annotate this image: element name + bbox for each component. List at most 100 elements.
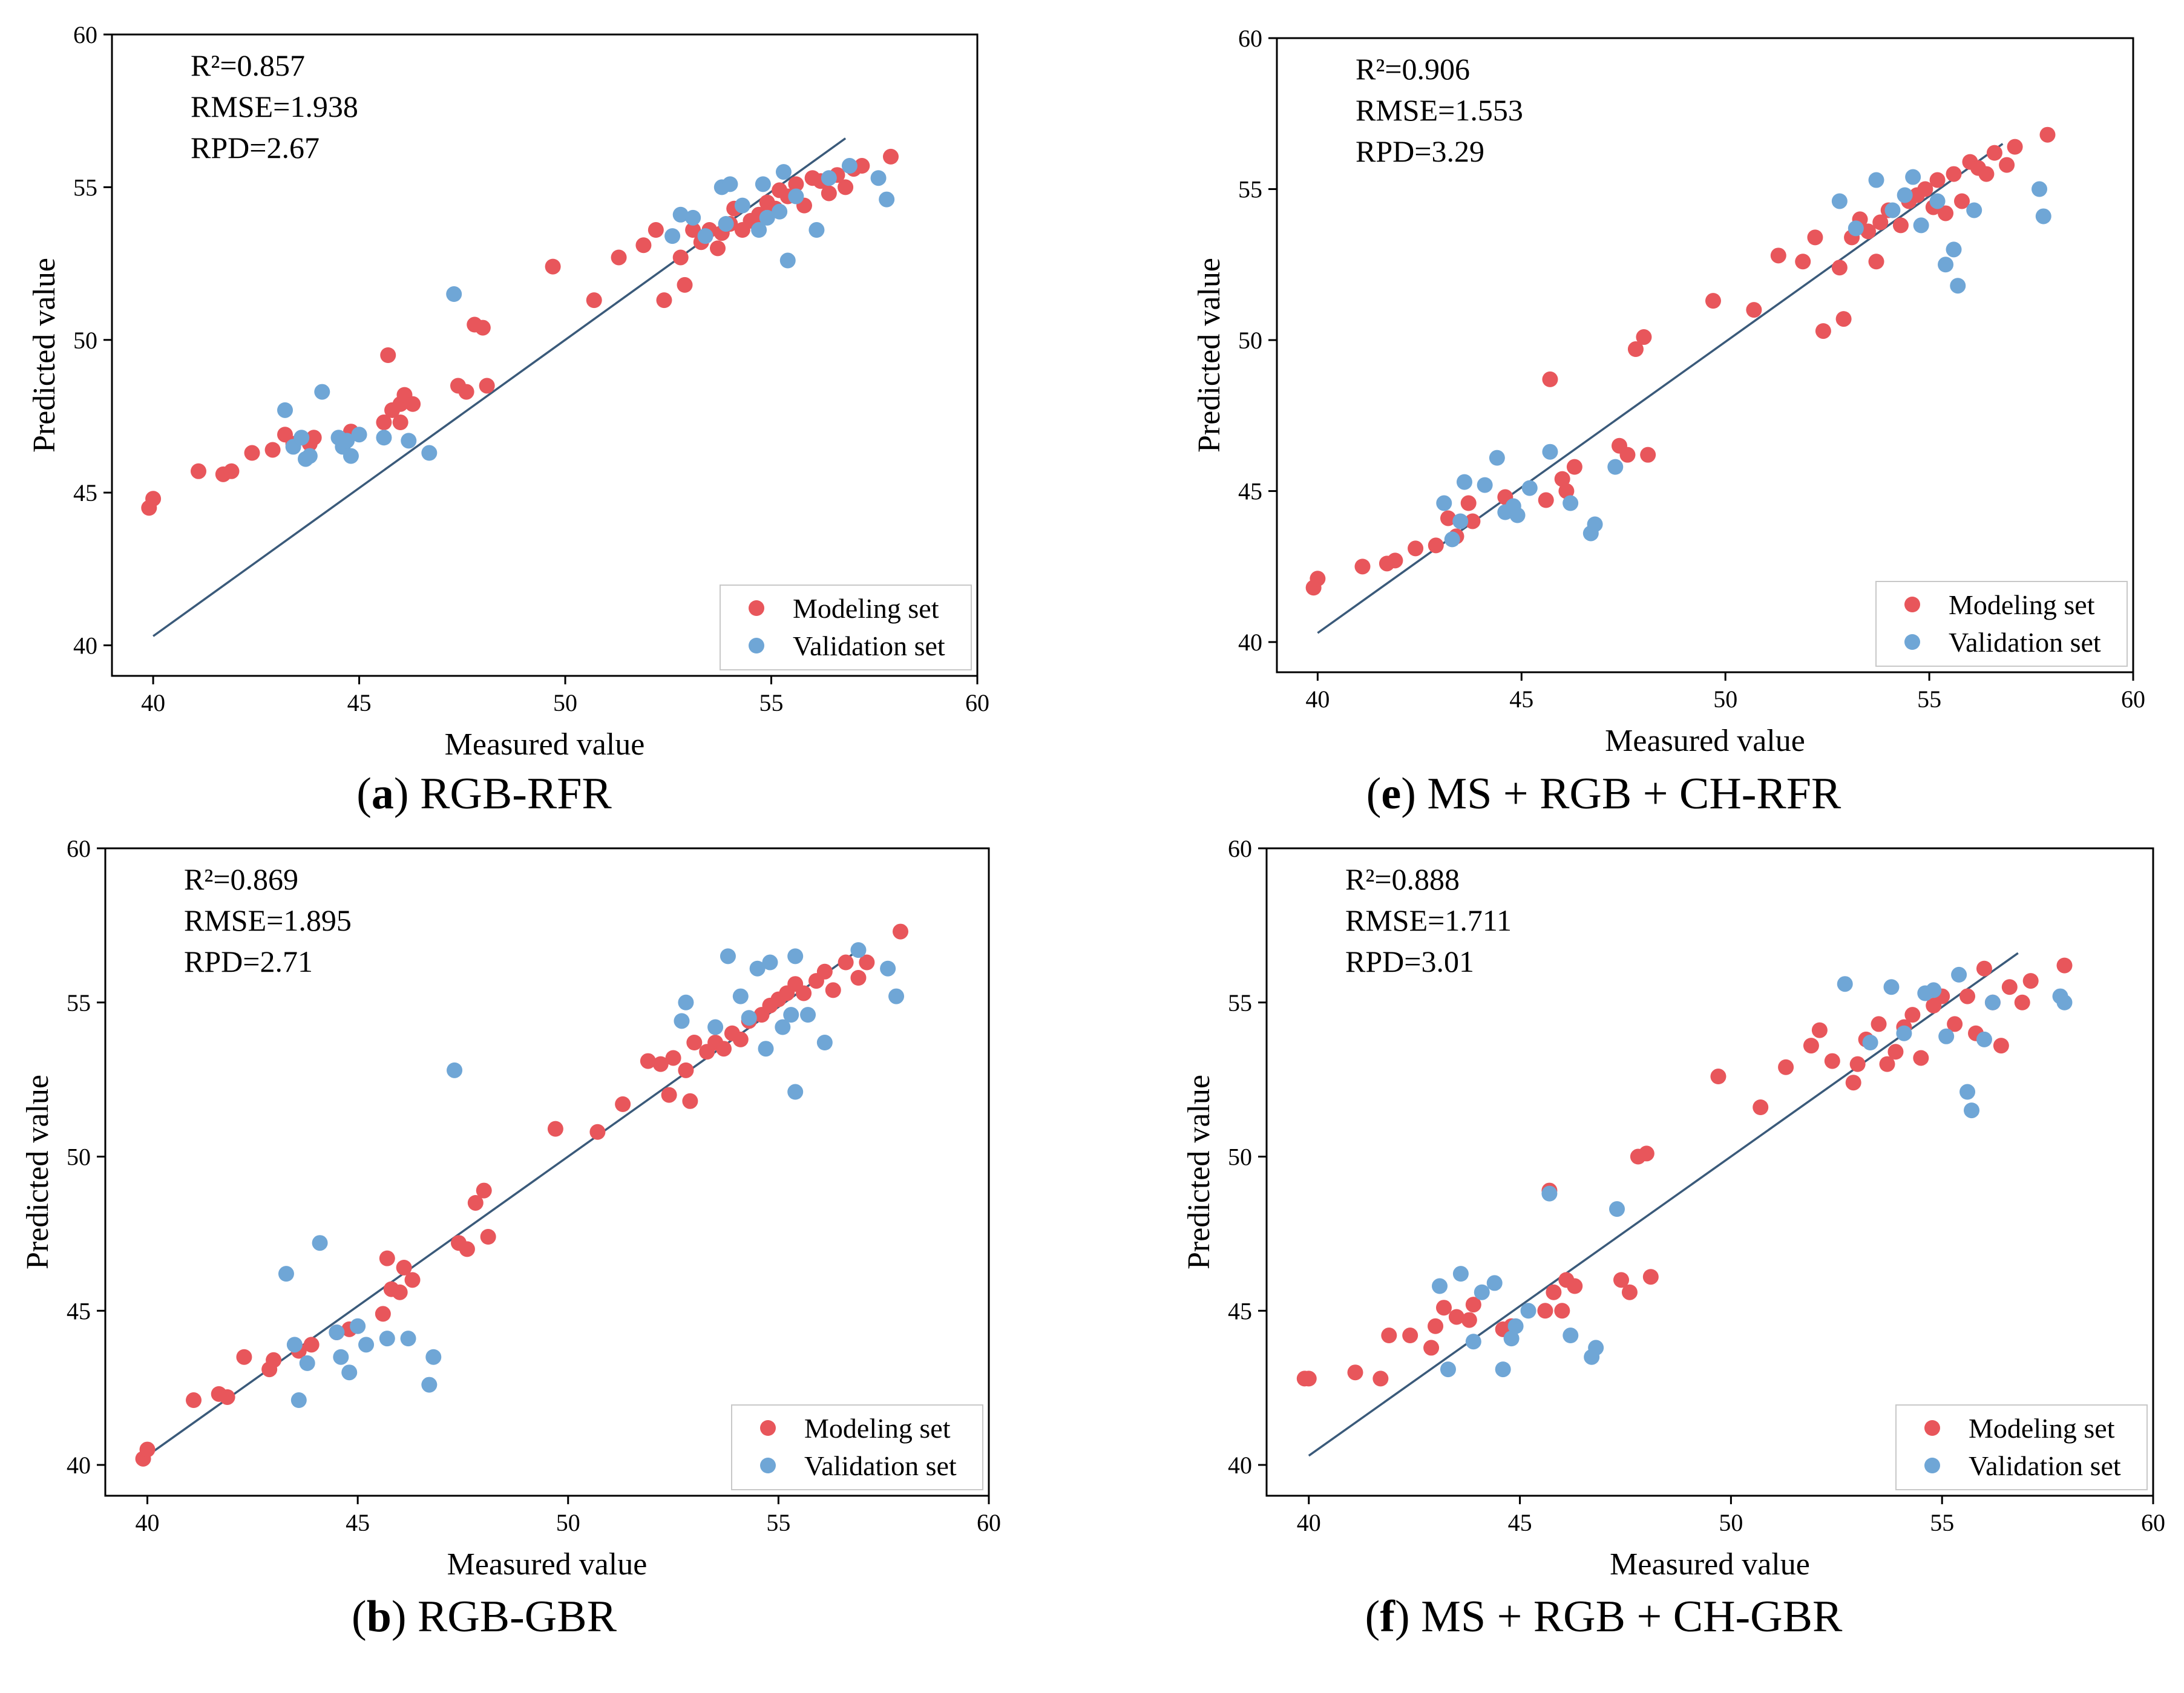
- caption-f-letter: f: [1380, 1592, 1395, 1642]
- x-tick-label: 55: [759, 689, 784, 716]
- modeling-point: [1636, 329, 1652, 345]
- legend-modeling-marker: [749, 600, 764, 616]
- caption-f-title: MS + RGB + CH-GBR: [1421, 1592, 1843, 1642]
- modeling-point: [1887, 1044, 1904, 1060]
- modeling-point: [480, 1229, 496, 1245]
- modeling-point: [139, 1441, 156, 1458]
- validation-point: [720, 948, 736, 964]
- modeling-point: [1753, 1099, 1769, 1115]
- validation-point: [358, 1337, 375, 1353]
- modeling-point: [1993, 1038, 2009, 1054]
- validation-point: [1848, 220, 1864, 237]
- validation-point: [1563, 495, 1579, 511]
- modeling-point: [467, 1194, 484, 1211]
- validation-point: [293, 430, 310, 446]
- modeling-point: [586, 292, 602, 309]
- modeling-point: [672, 249, 689, 266]
- y-tick-label: 40: [67, 1452, 91, 1479]
- x-tick-label: 55: [766, 1509, 790, 1536]
- modeling-point: [1423, 1340, 1440, 1356]
- modeling-point: [1978, 166, 1995, 182]
- modeling-point: [838, 179, 854, 195]
- validation-point: [2056, 994, 2073, 1010]
- validation-point: [425, 1349, 442, 1365]
- validation-point: [1976, 1031, 1992, 1047]
- modeling-point: [682, 1093, 698, 1109]
- y-axis-label: Predicted value: [1182, 1075, 1216, 1269]
- modeling-point: [2056, 957, 2073, 974]
- modeling-point: [392, 414, 408, 431]
- modeling-point: [1871, 1016, 1887, 1032]
- validation-point: [888, 988, 905, 1004]
- validation-point: [290, 1392, 307, 1409]
- modeling-point: [1381, 1328, 1397, 1344]
- validation-point: [1465, 1334, 1481, 1350]
- validation-point: [1521, 480, 1538, 496]
- validation-point: [341, 1364, 358, 1381]
- y-tick-label: 50: [73, 327, 97, 354]
- validation-point: [1951, 966, 1967, 983]
- modeling-point: [380, 347, 396, 363]
- modeling-point: [2039, 126, 2056, 143]
- x-axis-label: Measured value: [1610, 1547, 1810, 1582]
- validation-point: [277, 402, 293, 418]
- modeling-point: [547, 1121, 563, 1137]
- validation-point: [779, 252, 796, 269]
- validation-point: [421, 445, 438, 461]
- modeling-point: [2001, 979, 2018, 995]
- validation-point: [1503, 1331, 1520, 1347]
- modeling-point: [392, 1284, 408, 1300]
- modeling-point: [589, 1124, 606, 1140]
- validation-point: [1440, 1361, 1456, 1378]
- modeling-point: [1746, 302, 1762, 318]
- x-tick-label: 55: [1930, 1509, 1954, 1536]
- legend-modeling-marker: [1924, 1420, 1940, 1436]
- legend-validation-label: Validation set: [804, 1450, 957, 1481]
- modeling-point: [1428, 537, 1444, 554]
- modeling-point: [859, 954, 875, 971]
- modeling-point: [1300, 1370, 1317, 1387]
- validation-point: [2032, 181, 2048, 197]
- stat-text: R²=0.857: [191, 48, 305, 82]
- validation-point: [775, 1019, 791, 1035]
- modeling-point: [1831, 260, 1848, 276]
- modeling-point: [1929, 172, 1946, 188]
- validation-point: [1563, 1328, 1579, 1344]
- modeling-point: [854, 158, 870, 174]
- validation-point: [732, 988, 749, 1004]
- modeling-point: [1938, 205, 1954, 221]
- validation-point: [1984, 994, 2001, 1010]
- modeling-point: [2007, 139, 2023, 155]
- modeling-point: [1913, 1050, 1929, 1066]
- validation-point: [664, 228, 681, 244]
- caption-e-letter: e: [1381, 769, 1402, 819]
- modeling-point: [1860, 223, 1877, 240]
- stat-text: RMSE=1.553: [1356, 93, 1523, 127]
- y-tick-label: 45: [1238, 478, 1262, 505]
- validation-point: [759, 209, 775, 226]
- modeling-point: [1849, 1056, 1866, 1072]
- validation-point: [1862, 1035, 1878, 1050]
- modeling-point: [615, 1096, 631, 1112]
- modeling-point: [1770, 247, 1786, 264]
- modeling-point: [1815, 323, 1831, 339]
- x-tick-label: 40: [1297, 1509, 1321, 1536]
- stat-text: RPD=3.29: [1356, 134, 1484, 168]
- legend-validation-marker: [1924, 1458, 1940, 1473]
- validation-point: [1456, 474, 1472, 490]
- y-axis-label: Predicted value: [27, 258, 62, 453]
- modeling-point: [191, 463, 206, 479]
- y-tick-label: 45: [73, 479, 97, 506]
- modeling-point: [850, 970, 867, 986]
- x-tick-label: 60: [965, 689, 989, 716]
- modeling-point: [732, 1031, 749, 1047]
- validation-point: [1607, 459, 1624, 475]
- modeling-point: [1710, 1069, 1727, 1085]
- validation-point: [1946, 241, 1962, 258]
- validation-point: [1896, 1025, 1912, 1041]
- modeling-point: [821, 185, 837, 201]
- y-tick-label: 45: [1228, 1297, 1252, 1325]
- modeling-point: [1546, 1284, 1562, 1300]
- y-tick-label: 50: [1228, 1144, 1252, 1171]
- modeling-point: [266, 1352, 282, 1368]
